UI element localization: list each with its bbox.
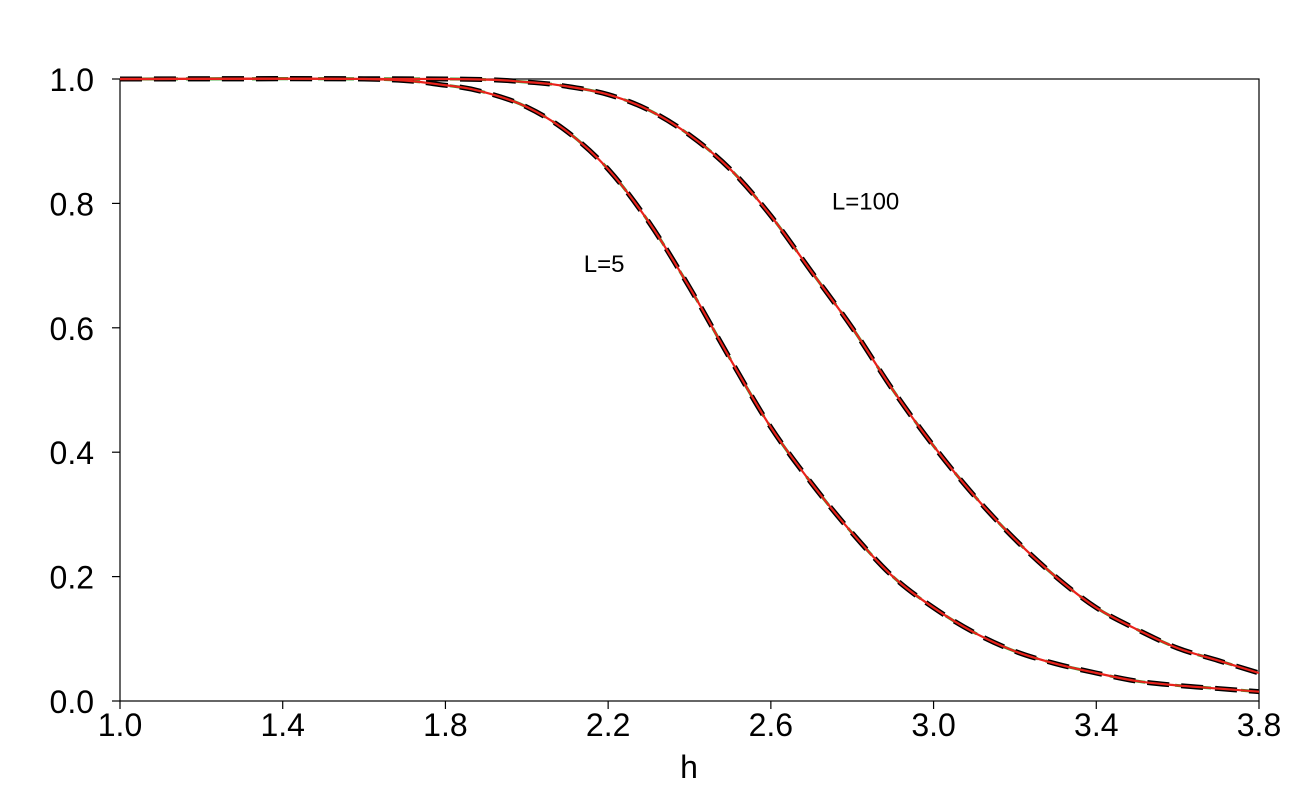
x-axis-tick-labels: 1.0 1.4 1.8 2.2 2.6 3.0 3.4 3.8 bbox=[98, 707, 1281, 743]
y-axis-ticks bbox=[112, 78, 120, 702]
x-tick-label-4: 2.6 bbox=[749, 707, 793, 743]
x-tick-label-2: 1.8 bbox=[423, 707, 467, 743]
annotations: L=5 L=100 bbox=[584, 189, 900, 278]
series-layer bbox=[119, 76, 1260, 695]
x-axis-title: h bbox=[680, 749, 698, 785]
x-tick-label-6: 3.4 bbox=[1074, 707, 1118, 743]
annotation-1: L=100 bbox=[832, 189, 899, 216]
y-tick-label-4: 0.8 bbox=[50, 186, 94, 222]
x-tick-label-7: 3.8 bbox=[1237, 707, 1281, 743]
series-line-3-green-dashed bbox=[119, 77, 1260, 675]
x-tick-label-0: 1.0 bbox=[98, 707, 142, 743]
y-tick-label-0: 0.0 bbox=[50, 684, 94, 720]
x-tick-label-3: 2.2 bbox=[586, 707, 630, 743]
x-axis-ticks bbox=[119, 701, 1260, 709]
series-line-5-red-solid bbox=[119, 77, 1260, 675]
y-tick-label-3: 0.6 bbox=[50, 311, 94, 347]
x-tick-label-1: 1.4 bbox=[260, 707, 304, 743]
series-line-4-black-dashed bbox=[119, 76, 1260, 676]
x-tick-label-5: 3.0 bbox=[911, 707, 955, 743]
y-tick-label-1: 0.2 bbox=[50, 560, 94, 596]
y-tick-label-2: 0.4 bbox=[50, 435, 94, 471]
y-axis-tick-labels: 0.0 0.2 0.4 0.6 0.8 1.0 bbox=[50, 62, 94, 720]
y-tick-label-5: 1.0 bbox=[50, 62, 94, 98]
plot-frame bbox=[119, 78, 1260, 702]
series-line-2-red-solid bbox=[119, 77, 1260, 693]
annotation-0: L=5 bbox=[584, 251, 625, 278]
